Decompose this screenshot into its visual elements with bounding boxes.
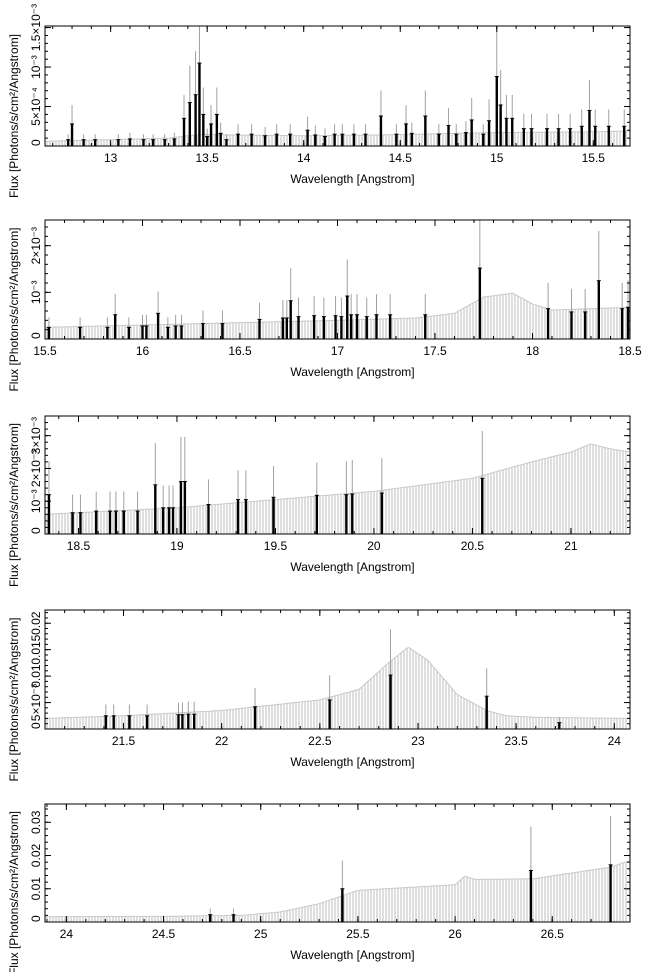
x-tick-label: 22.5 [308, 734, 332, 748]
y-tick-label: 2×10⁻³ [29, 450, 43, 487]
plot-frame [44, 803, 631, 923]
x-tick-label: 16 [136, 344, 150, 358]
x-tick-label: 21.5 [112, 734, 136, 748]
y-tick-label: 1.5×10⁻³ [29, 4, 43, 51]
x-tick-label: 26 [448, 927, 462, 941]
x-axis-title: Wavelength [Angstrom] [290, 948, 414, 962]
x-axis-title: Wavelength [Angstrom] [290, 365, 414, 379]
x-tick-label: 19 [170, 539, 184, 553]
x-tick-label: 23.5 [504, 734, 528, 748]
y-tick-label: 0 [29, 722, 43, 729]
y-tick-label: 5×10⁻⁴ [29, 87, 43, 126]
y-axis-title: Flux [Photons/s/cm²/Angstrom] [7, 34, 21, 198]
x-axis-title: Wavelength [Angstrom] [290, 755, 414, 769]
x-tick-label: 14.5 [389, 151, 413, 165]
x-tick-label: 22 [215, 734, 229, 748]
y-tick-label: 3×10⁻³ [29, 417, 43, 454]
model-curve [45, 647, 629, 719]
x-tick-label: 18.5 [67, 539, 91, 553]
y-tick-label: 10⁻³ [29, 55, 43, 79]
model-curve [45, 292, 630, 328]
y-tick-label: 10⁻³ [29, 489, 43, 513]
x-tick-label: 19.5 [264, 539, 288, 553]
x-tick-label: 15.5 [33, 344, 57, 358]
y-tick-label: 0 [29, 527, 43, 534]
y-axis-title: Flux [Photons/s/cm²/Angstrom] [7, 811, 21, 972]
chart-panel-3: 18.5 19 19.5 20 20.5 21 0 10⁻³ 2×10⁻³3×10⁻³ Wavel… [7, 415, 631, 587]
chart-panel-5: 24 24.5 25 25.5 26 26.5 0 0.01 0.02 0.03 Wavelengt… [7, 803, 631, 972]
model-curve [44, 130, 630, 142]
x-tick-label: 14 [297, 151, 311, 165]
x-tick-label: 24 [608, 734, 622, 748]
model-curve [45, 860, 630, 918]
x-tick-label: 17 [331, 344, 345, 358]
x-tick-label: 21 [564, 539, 578, 553]
model-curve [44, 443, 630, 515]
y-axis-title: Flux [Photons/s/cm²/Angstrom] [7, 617, 21, 781]
y-tick-label: 5×10⁻³ [29, 684, 43, 721]
model-band [46, 444, 627, 534]
x-tick-label: 26.5 [541, 927, 565, 941]
y-tick-label: 0.03 [29, 810, 43, 834]
x-tick-label: 20 [367, 539, 381, 553]
y-tick-label: 10⁻³ [29, 280, 43, 304]
x-tick-label: 23 [411, 734, 425, 748]
model-band [46, 861, 627, 922]
x-tick-label: 15 [490, 151, 504, 165]
x-tick-label: 16.5 [228, 344, 252, 358]
x-axis-title: Wavelength [Angstrom] [290, 560, 414, 574]
plot-frame [44, 25, 631, 147]
y-tick-label: 0.02 [29, 844, 43, 868]
x-tick-label: 25 [254, 927, 268, 941]
y-tick-label: 0.015 [29, 634, 43, 664]
chart-panel-1: 13 13.5 14 14.5 15 15.5 0 5×10⁻⁴ 10⁻³ 1.5×10⁻³ Wav… [7, 4, 631, 198]
x-tick-label: 18 [526, 344, 540, 358]
x-tick-label: 15.5 [582, 151, 606, 165]
x-tick-label: 17.5 [423, 344, 447, 358]
x-tick-label: 13.5 [195, 151, 219, 165]
y-tick-label: 0 [29, 139, 43, 146]
y-tick-label: 0.01 [29, 664, 43, 688]
x-tick-label: 25.5 [346, 927, 370, 941]
y-tick-label: 0 [29, 332, 43, 339]
x-tick-label: 18.5 [618, 344, 642, 358]
y-tick-label: 0 [29, 915, 43, 922]
y-tick-label: 0.01 [29, 877, 43, 901]
model-band [46, 647, 627, 729]
y-axis-title: Flux [Photons/s/cm²/Angstrom] [7, 227, 21, 391]
model-band [46, 131, 627, 146]
y-axis-title: Flux [Photons/s/cm²/Angstrom] [7, 423, 21, 587]
x-axis-title: Wavelength [Angstrom] [290, 172, 414, 186]
plot-frame [44, 609, 631, 730]
x-tick-label: 24 [60, 927, 74, 941]
x-tick-label: 24.5 [152, 927, 176, 941]
x-tick-label: 20.5 [461, 539, 485, 553]
x-tick-label: 13 [104, 151, 118, 165]
chart-panel-2: 15.5 16 16.5 17 17.5 18 18.5 0 10⁻³ 2×10⁻³ Wavelen… [7, 219, 642, 392]
y-tick-label: 2×10⁻³ [29, 227, 43, 264]
y-tick-label: 0.02 [29, 611, 43, 635]
